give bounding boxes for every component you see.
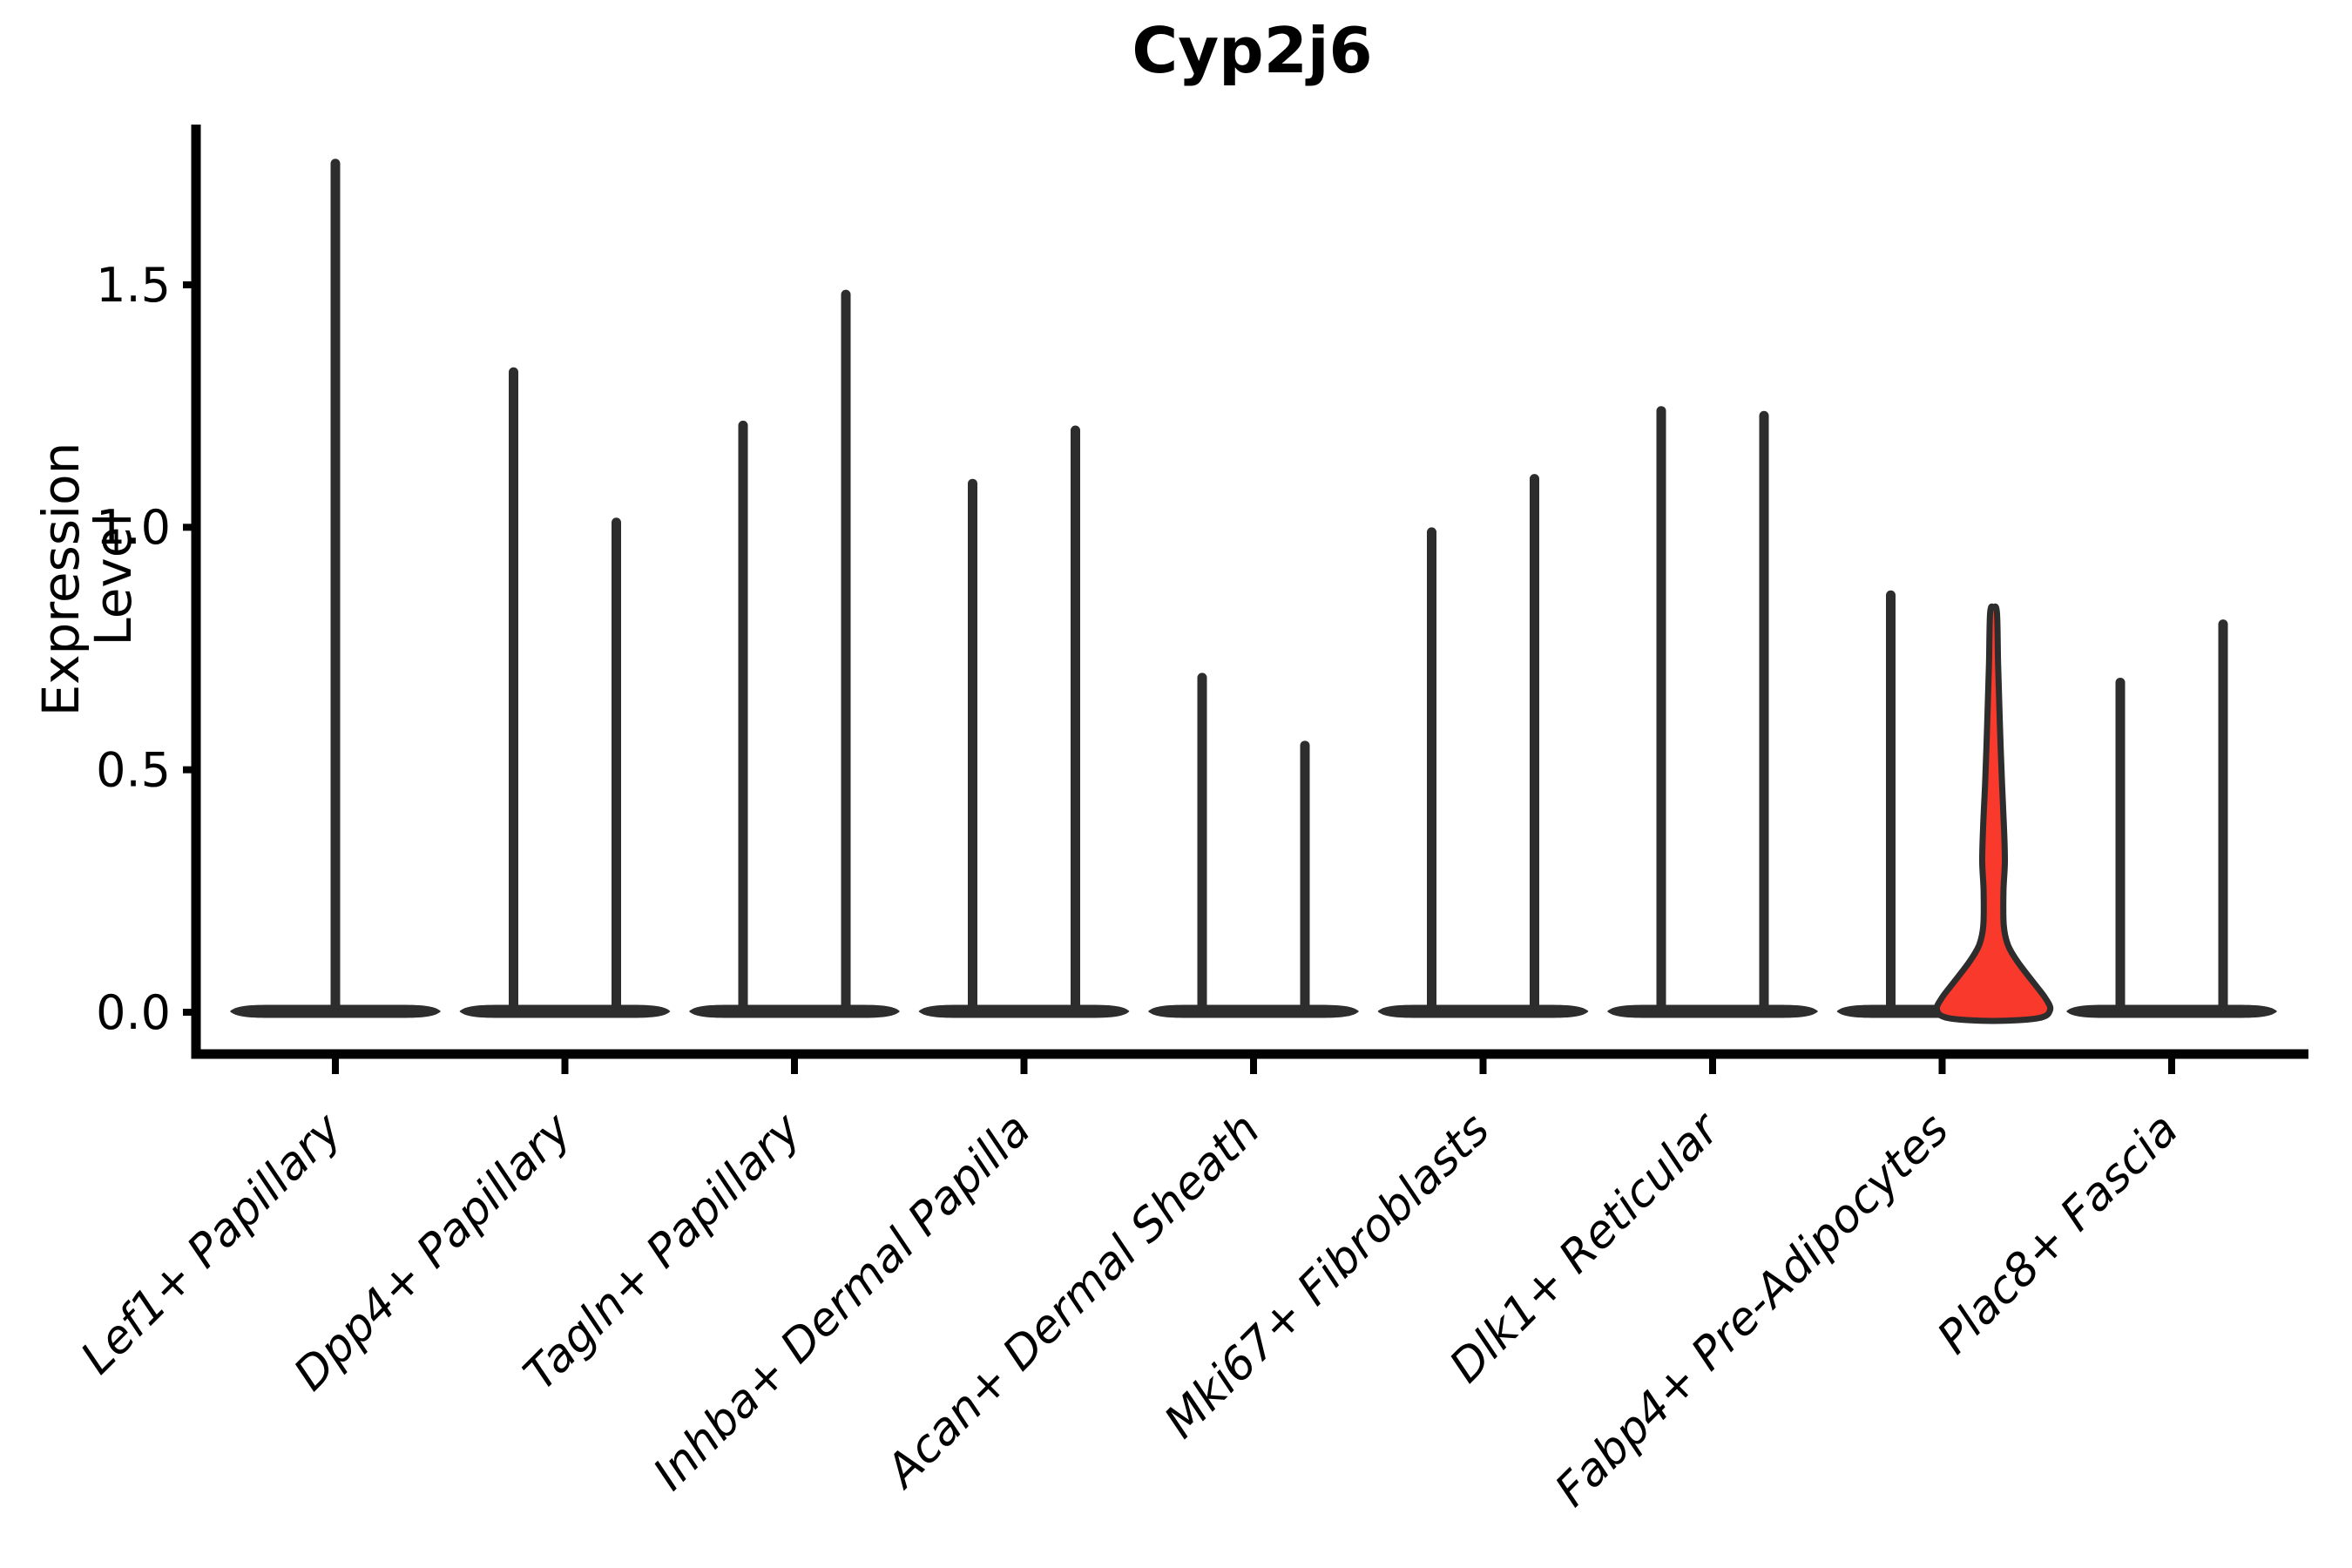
violin-base bbox=[689, 1004, 900, 1018]
x-tick-label: Plac8+ Fascia bbox=[1928, 1104, 2188, 1364]
y-axis-label: Expression Level bbox=[31, 442, 143, 717]
x-tick-label: Acan+ Dermal Sheath bbox=[875, 1104, 1270, 1499]
y-tick-label: 0.0 bbox=[96, 985, 171, 1040]
y-tick-label: 1.5 bbox=[96, 258, 171, 313]
violin-base bbox=[2066, 1004, 2277, 1018]
highlighted-violin bbox=[1933, 603, 2054, 1024]
x-tick-label: Fabp4+ Pre-Adipocytes bbox=[1545, 1104, 1959, 1517]
violin-base bbox=[918, 1004, 1130, 1018]
violin-base bbox=[1377, 1004, 1589, 1018]
y-tick-label: 1.0 bbox=[96, 500, 171, 555]
y-tick-label: 0.5 bbox=[96, 743, 171, 798]
x-tick-label: Inhba+ Dermal Papilla bbox=[644, 1104, 1041, 1501]
violin-base bbox=[1607, 1004, 1818, 1018]
chart-title: Cyp2j6 bbox=[1132, 14, 1373, 87]
violin-base bbox=[1148, 1004, 1359, 1018]
violin-base bbox=[459, 1004, 671, 1018]
